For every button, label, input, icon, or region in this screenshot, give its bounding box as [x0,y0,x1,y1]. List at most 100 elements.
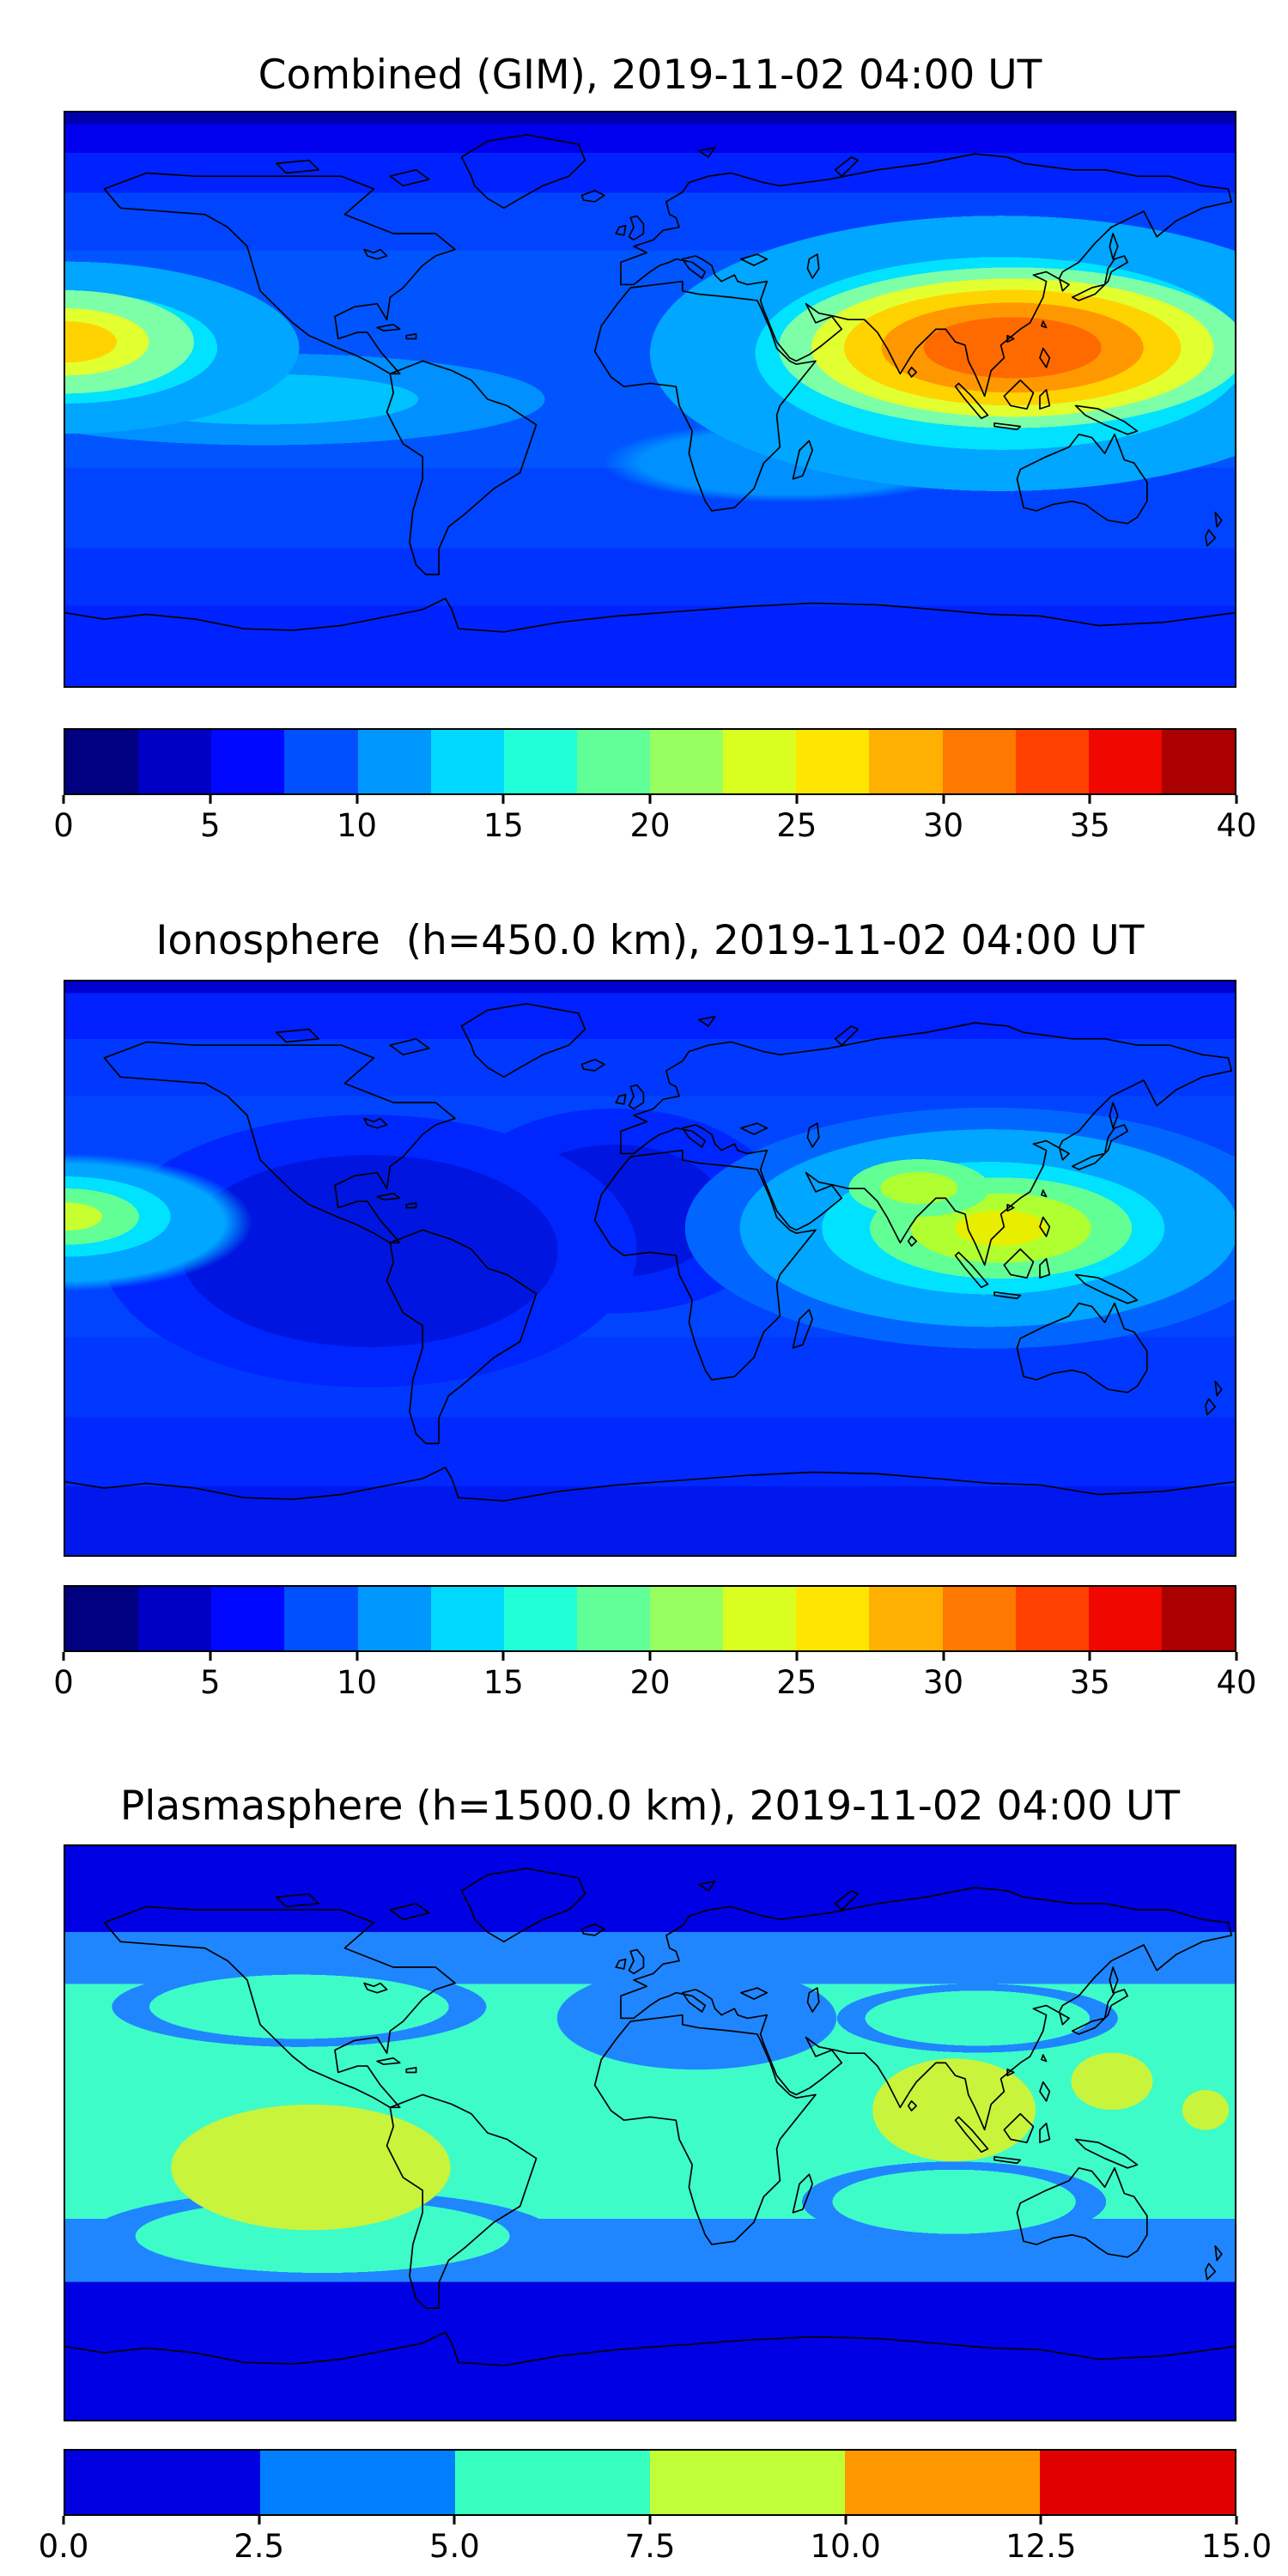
colorbar-segment [357,730,431,793]
colorbar-segment [942,1587,1016,1650]
colorbar-tick-label: 30 [922,1664,964,1701]
colorbar-tick-label: 35 [1069,1664,1110,1701]
colorbar-segment [1161,1587,1235,1650]
colorbar-segment [796,730,870,793]
colorbar-segment [845,2451,1040,2514]
colorbar-plasmasphere [64,2449,1236,2516]
colorbar-segment [1161,730,1235,793]
panel-title-ionosphere: Ionosphere (h=450.0 km), 2019-11-02 04:0… [155,917,1145,964]
colorbar-tick-mark [209,795,212,804]
colorbar-tick-label: 40 [1216,807,1257,844]
colorbar-tick-mark [1088,1652,1091,1661]
colorbar-tick-label: 12.5 [1005,2528,1077,2565]
colorbar-segment [650,730,724,793]
colorbar-tick-mark [62,2516,65,2524]
colorbar-tick-label: 5 [199,807,221,844]
colorbar-ticks-combined: 0 5 10 15 20 25 30 35 40 [53,795,1257,855]
colorbar-tick-label: 7.5 [624,2528,676,2565]
colorbar-tick-mark [209,1652,212,1661]
colorbar-tick-label: 10 [336,807,378,844]
colorbar-ticks-plasmasphere: 0.0 2.5 5.0 7.5 10.0 12.5 15.0 [39,2516,1272,2576]
colorbar-segment [869,730,943,793]
colorbar-tick-label: 10 [336,1664,378,1701]
colorbar-tick-label: 20 [629,807,671,844]
colorbar-segment [1015,730,1089,793]
colorbar-segment [211,1587,285,1650]
tec-map-plasmasphere [64,1844,1236,2421]
colorbar-tick-mark [795,795,799,804]
colorbar-segment [503,1587,577,1650]
colorbar-segment [284,730,358,793]
colorbar-tick-mark [355,795,358,804]
colorbar-tick-mark [453,2516,456,2524]
colorbar-tick-mark [1235,2516,1238,2524]
colorbar-tick-mark [795,1652,799,1661]
colorbar-tick-mark [648,1652,652,1661]
colorbar-tick-label: 10.0 [810,2528,881,2565]
colorbar-tick-label: 30 [922,807,964,844]
panel-combined-gim: Combined (GIM), 2019-11-02 04:00 UT 0 5 10… [53,52,1257,855]
colorbar-tick-label: 40 [1216,1664,1257,1701]
colorbar-segment [1015,1587,1089,1650]
panel-title-plasmasphere: Plasmasphere (h=1500.0 km), 2019-11-02 0… [119,1783,1181,1830]
colorbar-segment [260,2451,455,2514]
coastlines-overlay [65,1003,1235,1502]
colorbar-segment [503,730,577,793]
colorbar-segment [138,1587,212,1650]
coastlines-overlay [65,134,1235,633]
colorbar-segment [357,1587,431,1650]
colorbar-tick-mark [1088,795,1091,804]
colorbar-segment [65,730,139,793]
colorbar-segment [796,1587,870,1650]
colorbar-tick-label: 0.0 [38,2528,89,2565]
colorbar-ticks-ionosphere: 0 5 10 15 20 25 30 35 40 [53,1652,1257,1712]
colorbar-segment [1040,2451,1235,2514]
colorbar-segment [455,2451,650,2514]
colorbar-segment [284,1587,358,1650]
colorbar-tick-mark [62,795,65,804]
colorbar-tick-mark [648,795,652,804]
colorbar-segment [942,730,1016,793]
colorbar-tick-mark [501,1652,505,1661]
colorbar-segment [576,730,650,793]
colorbar-segment [650,1587,724,1650]
colorbar-tick-mark [648,2516,652,2524]
colorbar-tick-label: 20 [629,1664,671,1701]
colorbar-combined [64,728,1236,795]
colorbar-segment [1088,730,1162,793]
colorbar-ionosphere [64,1585,1236,1652]
colorbar-tick-label: 5.0 [428,2528,480,2565]
colorbar-tick-mark [1235,1652,1238,1661]
colorbar-tick-label: 25 [776,1664,817,1701]
colorbar-tick-label: 5 [199,1664,221,1701]
colorbar-tick-mark [62,1652,65,1661]
panel-ionosphere: Ionosphere (h=450.0 km), 2019-11-02 04:0… [53,917,1257,1712]
colorbar-tick-label: 2.5 [234,2528,285,2565]
colorbar-tick-mark [844,2516,848,2524]
colorbar-tick-mark [1235,795,1238,804]
colorbar-segment [723,1587,797,1650]
colorbar-segment [65,2451,260,2514]
colorbar-segment [1088,1587,1162,1650]
colorbar-tick-label: 0 [53,1664,74,1701]
panel-title-combined: Combined (GIM), 2019-11-02 04:00 UT [258,52,1042,99]
colorbar-tick-mark [501,795,505,804]
panel-plasmasphere: Plasmasphere (h=1500.0 km), 2019-11-02 0… [39,1783,1273,2576]
colorbar-segment [65,1587,139,1650]
colorbar-segment [650,2451,845,2514]
colorbar-tick-label: 15.0 [1200,2528,1273,2565]
colorbar-tick-label: 25 [776,807,817,844]
colorbar-segment [723,730,797,793]
colorbar-segment [869,1587,943,1650]
colorbar-tick-label: 15 [483,807,524,844]
coastlines-overlay [65,1868,1235,2366]
colorbar-segment [430,730,504,793]
colorbar-tick-mark [1039,2516,1042,2524]
tec-map-combined [64,111,1236,688]
colorbar-tick-label: 35 [1069,807,1110,844]
colorbar-tick-mark [942,795,945,804]
colorbar-segment [576,1587,650,1650]
colorbar-segment [430,1587,504,1650]
tec-map-ionosphere [64,980,1236,1557]
